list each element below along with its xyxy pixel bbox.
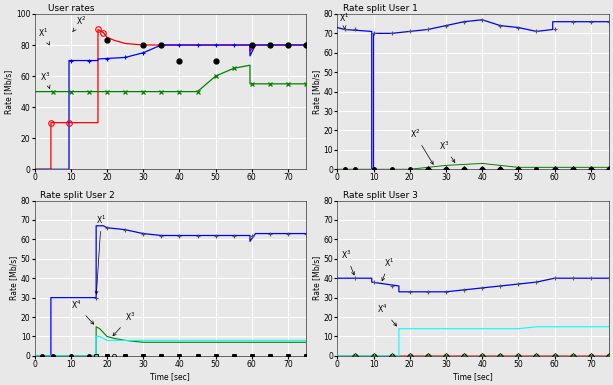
Text: X$^3$: X$^3$ (439, 139, 455, 162)
Text: X$^1$: X$^1$ (382, 256, 395, 281)
Text: Rate split User 2: Rate split User 2 (40, 191, 115, 200)
Text: User rates: User rates (48, 4, 94, 13)
Text: X$^4$: X$^4$ (71, 299, 94, 324)
Text: X$^3$: X$^3$ (113, 311, 135, 336)
Y-axis label: Rate [Mb/s]: Rate [Mb/s] (311, 69, 321, 114)
Text: Rate split User 3: Rate split User 3 (343, 191, 417, 200)
Text: X$^2$: X$^2$ (409, 128, 433, 164)
X-axis label: Time [sec]: Time [sec] (150, 372, 190, 381)
Text: X$^2$: X$^2$ (72, 14, 86, 32)
Text: Rate split User 1: Rate split User 1 (343, 4, 417, 13)
Text: X$^1$: X$^1$ (339, 11, 349, 29)
X-axis label: Time [sec]: Time [sec] (453, 372, 493, 381)
Text: X$^3$: X$^3$ (40, 70, 50, 89)
Text: X$^4$: X$^4$ (377, 303, 397, 326)
Text: X$^1$: X$^1$ (95, 213, 106, 294)
Text: X$^3$: X$^3$ (341, 248, 354, 275)
Y-axis label: Rate [Mb/s]: Rate [Mb/s] (311, 256, 321, 300)
Y-axis label: Rate [Mb/s]: Rate [Mb/s] (9, 256, 18, 300)
Text: X$^1$: X$^1$ (38, 27, 49, 45)
Y-axis label: Rate [Mb/s]: Rate [Mb/s] (4, 69, 13, 114)
